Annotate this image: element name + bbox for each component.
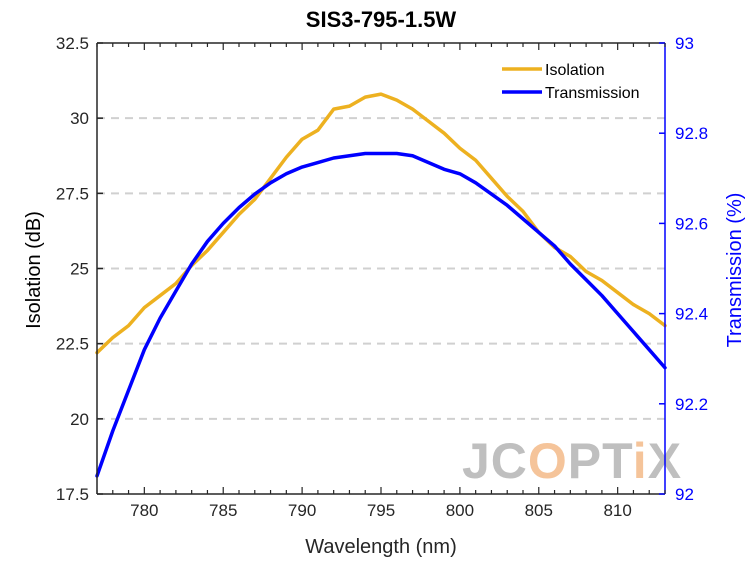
series-lines [95, 92, 667, 478]
x-tick-label: 780 [130, 501, 158, 520]
y-axis-label-left: Isolation (dB) [23, 211, 45, 329]
y-tick-label-right: 92.4 [675, 305, 708, 324]
y-tick-label-right: 93 [675, 34, 694, 53]
x-axis-label: Wavelength (nm) [305, 536, 457, 558]
y-tick-label-right: 92.6 [675, 214, 708, 233]
y-axis-label-right: Transmission (%) [724, 193, 746, 348]
y-tick-label-left: 32.5 [56, 34, 89, 53]
chart-title: SIS3-795-1.5W [306, 7, 457, 32]
x-tick-label: 800 [446, 501, 474, 520]
axes: 17.5 20 22.5 25 27.5 30 32.5 92 92.2 92.4 92.6 92.8… [56, 34, 708, 520]
y-tick-label-left: 22.5 [56, 335, 89, 354]
y-tick-label-left: 27.5 [56, 184, 89, 203]
x-tick-label: 810 [603, 501, 631, 520]
legend-label-isolation: Isolation [545, 62, 605, 79]
y-tick-label-right: 92.2 [675, 395, 708, 414]
x-tick-label: 790 [288, 501, 316, 520]
y-tick-label-left: 25 [70, 260, 89, 279]
y-tick-label-left: 20 [70, 410, 89, 429]
legend-label-transmission: Transmission [545, 85, 640, 102]
y-tick-label-left: 30 [70, 109, 89, 128]
x-tick-label: 785 [209, 501, 237, 520]
y-tick-label-right: 92 [675, 485, 694, 504]
x-tick-label: 805 [525, 501, 553, 520]
legend: Isolation Transmission [502, 62, 640, 102]
grid-lines [97, 117, 665, 420]
series-line-transmission [95, 151, 667, 478]
watermark-logo: JCOPTiX [462, 433, 682, 489]
x-tick-label: 795 [367, 501, 395, 520]
y-tick-label-left: 17.5 [56, 485, 89, 504]
y-tick-label-right: 92.8 [675, 124, 708, 143]
